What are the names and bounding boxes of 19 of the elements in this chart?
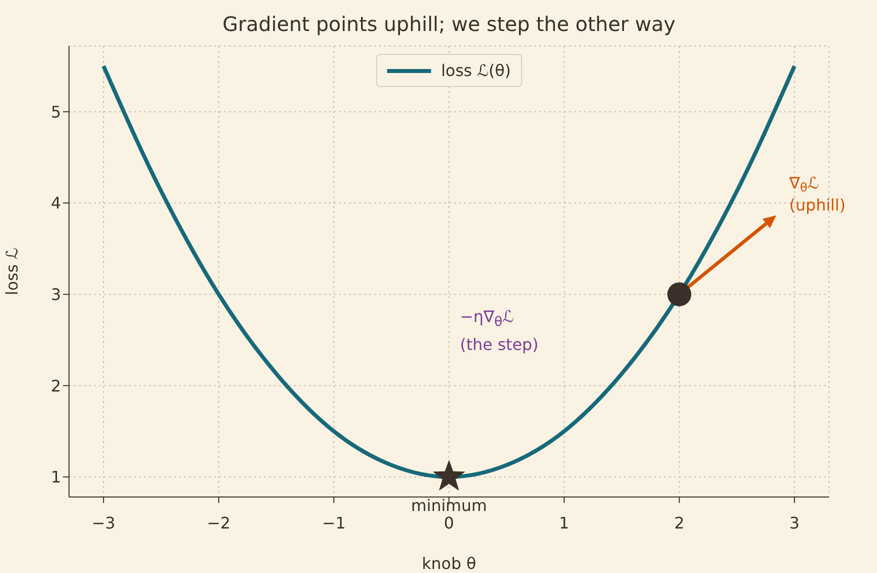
annotation: minimum xyxy=(411,496,487,515)
x-tick-label: −2 xyxy=(206,513,230,532)
annotation: ∇$_{θ}$ℒ (uphill) xyxy=(788,173,846,214)
x-axis-title: knob θ xyxy=(422,554,476,573)
x-tick-label: 1 xyxy=(559,513,570,532)
x-tick-label: −3 xyxy=(92,513,116,532)
x-tick-label: 2 xyxy=(674,513,684,532)
x-tick-label: 0 xyxy=(444,513,454,532)
y-tick-label: 2 xyxy=(50,376,61,396)
x-tick-label: −1 xyxy=(322,513,346,532)
chart-title: Gradient points uphill; we step the other way xyxy=(222,12,676,36)
y-tick-label: 4 xyxy=(50,194,61,213)
y-tick-label: 3 xyxy=(50,285,61,304)
annotation: −η∇$_{θ}$ℒ (the step) xyxy=(460,307,538,354)
x-tick-label: 3 xyxy=(789,513,800,532)
y-tick-label: 1 xyxy=(50,468,61,487)
y-tick-label: 5 xyxy=(50,102,61,122)
legend-label: loss ℒ(θ) xyxy=(441,61,511,80)
y-axis-title: loss ℒ xyxy=(2,248,22,296)
